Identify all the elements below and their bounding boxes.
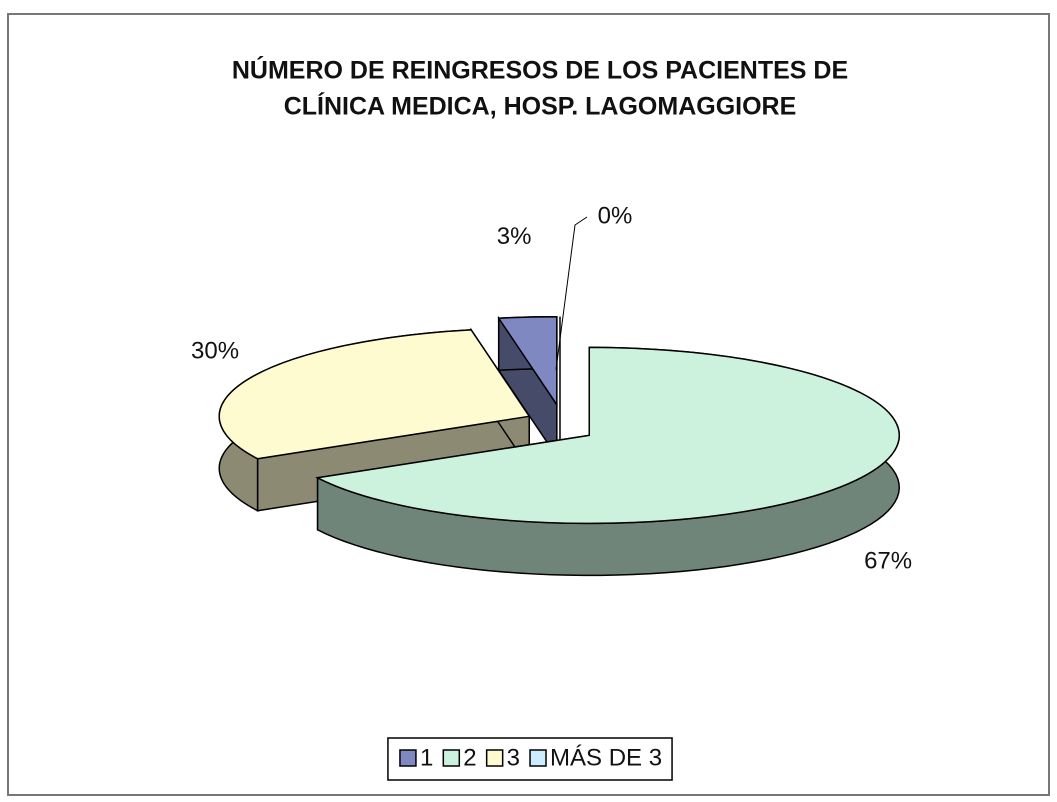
chart-title: CLÍNICA MEDICA, HOSP. LAGOMAGGIORE bbox=[284, 92, 797, 121]
legend-swatch bbox=[442, 749, 461, 767]
chart-title: NÚMERO DE REINGRESOS DE LOS PACIENTES DE bbox=[232, 55, 848, 85]
pie-slice bbox=[315, 346, 901, 577]
leader-line bbox=[555, 216, 588, 370]
slice-top bbox=[315, 346, 900, 525]
legend-swatch bbox=[485, 749, 504, 767]
data-label: 3% bbox=[497, 223, 532, 250]
data-label: 30% bbox=[191, 337, 239, 364]
legend-label: 2 bbox=[463, 744, 476, 771]
pie-slice bbox=[497, 315, 558, 460]
legend-swatch bbox=[529, 749, 547, 767]
slice-top bbox=[218, 329, 531, 460]
legend-swatch bbox=[399, 749, 417, 767]
data-label: 67% bbox=[864, 548, 912, 575]
data-label: 0% bbox=[598, 202, 633, 229]
slice-top bbox=[497, 315, 558, 408]
legend-label: MÁS DE 3 bbox=[550, 744, 662, 771]
legend-label: 3 bbox=[507, 744, 520, 771]
legend-label: 1 bbox=[420, 744, 433, 771]
pie-slice bbox=[218, 327, 531, 512]
